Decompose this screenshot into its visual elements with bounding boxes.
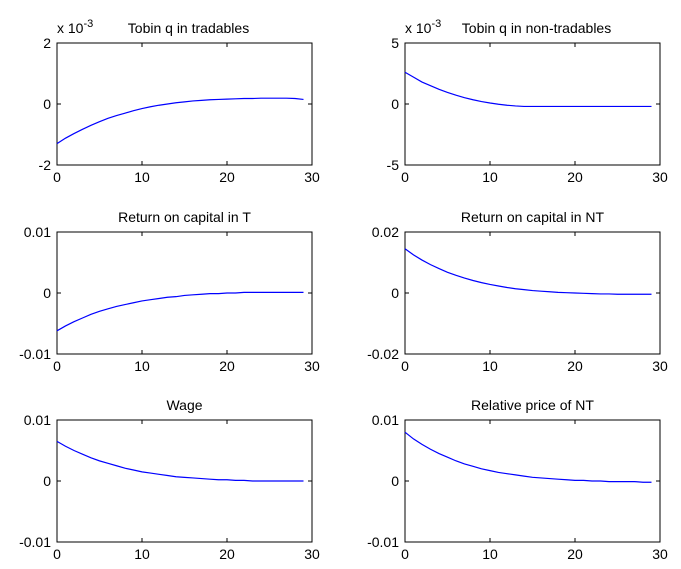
x-tick-label: 20 — [567, 358, 583, 374]
x-tick-label: 30 — [304, 546, 320, 562]
x-tick-label: 10 — [134, 169, 150, 185]
x-tick-label: 0 — [401, 546, 409, 562]
series-line-1 — [56, 440, 304, 482]
x-tick-label: 20 — [219, 169, 235, 185]
y-tick-label: -0.02 — [367, 346, 399, 362]
y-tick-label: -0.01 — [19, 534, 51, 550]
x-tick-label: 10 — [482, 358, 498, 374]
y-tick-label: 0.01 — [24, 412, 51, 428]
x-tick-label: 20 — [567, 169, 583, 185]
x-tick-label: 10 — [134, 358, 150, 374]
x-tick-label: 20 — [567, 546, 583, 562]
y-tick-label: 0.01 — [24, 224, 51, 240]
y-tick-label: -0.01 — [19, 346, 51, 362]
x-tick-label: 30 — [652, 546, 668, 562]
axes-box — [56, 231, 313, 355]
y-tick-label: 0.01 — [372, 412, 399, 428]
y-tick-label: 0 — [391, 473, 399, 489]
series-line-1 — [404, 248, 652, 295]
series-line-1 — [56, 97, 304, 145]
axes-box — [404, 42, 661, 166]
x-tick-label: 20 — [219, 546, 235, 562]
x-tick-label: 0 — [53, 169, 61, 185]
x-tick-label: 30 — [304, 169, 320, 185]
subplot-title: Return on capital in T — [118, 209, 251, 225]
x-tick-label: 20 — [219, 358, 235, 374]
y-tick-label: 0 — [43, 285, 51, 301]
subplot-title: Return on capital in NT — [461, 209, 605, 225]
y-exponent-label: x 10-3 — [57, 18, 93, 36]
x-tick-label: 10 — [482, 169, 498, 185]
y-tick-label: 0 — [43, 473, 51, 489]
y-tick-label: 0.02 — [372, 224, 399, 240]
x-tick-label: 30 — [652, 169, 668, 185]
y-tick-label: -0.01 — [367, 534, 399, 550]
x-tick-label: 10 — [482, 546, 498, 562]
x-tick-label: 10 — [134, 546, 150, 562]
x-tick-label: 0 — [53, 358, 61, 374]
series-line-1 — [404, 431, 652, 483]
axes-box — [404, 231, 661, 355]
series-line-1 — [404, 71, 652, 108]
y-exponent-label: x 10-3 — [405, 18, 441, 36]
subplot-title: Tobin q in non-tradables — [462, 20, 611, 36]
x-tick-label: 30 — [652, 358, 668, 374]
y-tick-label: -5 — [387, 157, 400, 173]
subplot-title: Relative price of NT — [471, 397, 594, 413]
y-tick-label: 2 — [43, 35, 51, 51]
y-tick-label: 0 — [43, 96, 51, 112]
x-tick-label: 30 — [304, 358, 320, 374]
series-line-1 — [56, 291, 304, 332]
y-tick-label: 5 — [391, 35, 399, 51]
x-tick-label: 0 — [401, 358, 409, 374]
y-tick-label: 0 — [391, 285, 399, 301]
y-tick-label: 0 — [391, 96, 399, 112]
y-tick-label: -2 — [39, 157, 52, 173]
subplot-title: Tobin q in tradables — [128, 20, 249, 36]
subplot-title: Wage — [166, 397, 202, 413]
axes-box — [56, 42, 313, 166]
x-tick-label: 0 — [53, 546, 61, 562]
x-tick-label: 0 — [401, 169, 409, 185]
axes-box — [404, 419, 661, 543]
